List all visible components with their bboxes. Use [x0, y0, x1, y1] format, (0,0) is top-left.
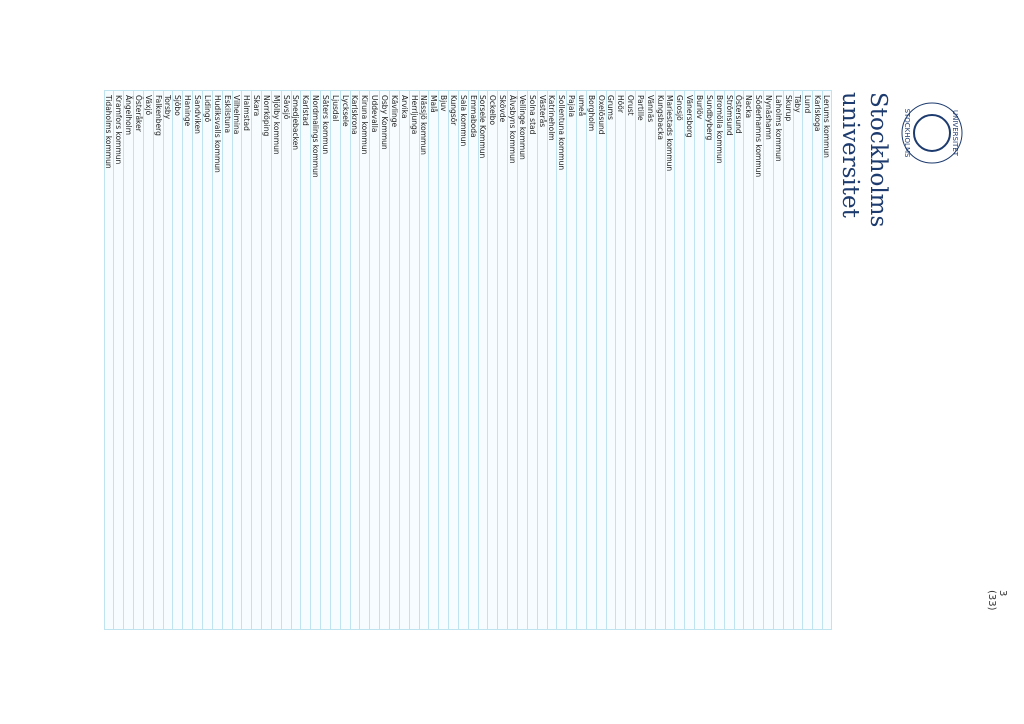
list-row: Skövde: [497, 90, 508, 630]
list-row: Burlöv: [694, 90, 705, 630]
list-row: Orust: [625, 90, 636, 630]
list-row: Nordmalings kommun: [310, 90, 321, 630]
list-row: Växjö: [142, 90, 153, 630]
list-row: Vellinge kommun: [517, 90, 527, 630]
logo-line: Stockholms: [865, 92, 891, 228]
list-row: Vilhelmina: [231, 90, 242, 630]
list-row: Halmstad: [241, 90, 252, 630]
logo-line: universitet: [837, 92, 863, 218]
list-row: Malå: [428, 90, 439, 630]
list-row: Västerås: [536, 90, 547, 630]
list-row: umeå: [576, 90, 586, 630]
list-row: Falkenberg: [152, 90, 163, 630]
list-row: Täby: [792, 90, 803, 630]
list-row: Arvika: [398, 90, 409, 630]
list-row: Sala kommun: [457, 90, 468, 630]
list-row: Sjöbo: [172, 90, 183, 630]
list-row: Kungsbacka: [654, 90, 665, 630]
list-row: Torsby: [162, 90, 173, 630]
list-row: Östersund: [733, 90, 744, 630]
list-row: Uddevalla: [369, 90, 380, 630]
seal-emblem: [913, 114, 951, 152]
list-row: Partille: [635, 90, 645, 630]
list-row: Hudiksvalls kommun: [211, 90, 222, 630]
list-row: Lund: [802, 90, 813, 630]
list-row: Sollentuna kommun: [556, 90, 567, 630]
list-row: Karlstad: [300, 90, 311, 630]
list-row: Vännäs: [644, 90, 655, 630]
list-row: Pajala: [566, 90, 577, 630]
list-row: Mjölby kommun: [270, 90, 281, 630]
seal: UNIVERSITET STOCKHOLMS: [901, 102, 963, 164]
list-row: Bjuv: [438, 90, 449, 630]
list-row: Eskilstuna: [221, 90, 232, 630]
page-number: 3 (33): [986, 590, 1008, 611]
list-row: Strömsund: [723, 90, 734, 630]
list-row: Mariestads kommun: [664, 90, 675, 630]
list-row: Herrljunga: [408, 90, 419, 630]
seal-ring: [901, 102, 963, 164]
list-row: Nacka: [743, 90, 754, 630]
list-row: Nässjö kommun: [418, 90, 429, 630]
list-row: Sandviken: [192, 90, 202, 630]
seal-text: STOCKHOLMS: [903, 109, 911, 158]
list-row: Söderhamns kommun: [753, 90, 764, 630]
list-row: Kävlinge: [389, 90, 399, 630]
list-row: Smedjebacken: [290, 90, 301, 630]
list-row: Höör: [615, 90, 626, 630]
logo-text: Stockholms universitet: [836, 92, 892, 227]
list-row: Bromölla kommun: [713, 90, 724, 630]
list-row: Älvsbyns kommun: [507, 90, 517, 630]
list-row: Grums: [605, 90, 616, 630]
list-row: Borgholm: [585, 90, 596, 630]
list-row: Lidingö: [202, 90, 212, 630]
list-row: Karlskoga: [812, 90, 823, 630]
list-row: Österåker: [133, 90, 143, 630]
seal-text: UNIVERSITET: [951, 110, 959, 157]
list-row: Emmaboda: [467, 90, 478, 630]
list-row: Skara: [251, 90, 262, 630]
list-row: Gnosjö: [674, 90, 685, 630]
list-row: Skurup: [782, 90, 793, 630]
list-row: Säters kommun: [320, 90, 330, 630]
list-row: Ängelholm: [123, 90, 134, 630]
list-row: Nynäshamn: [763, 90, 773, 630]
list-row: Kramfors kommun: [113, 90, 124, 630]
list: Lerums kommun Karlskoga Lund Täby Skurup Laho…: [103, 90, 832, 630]
list-row: Sundbyberg: [704, 90, 714, 630]
list-row: Lycksele: [339, 90, 350, 630]
list-row: Ockelbo: [487, 90, 498, 630]
list-row: Laholms kommun: [772, 90, 783, 630]
list-row: Ljusdal: [329, 90, 340, 630]
list-row: Kungsör: [448, 90, 458, 630]
list-row: Katrineholm: [546, 90, 557, 630]
list-row: Oxelösund: [595, 90, 606, 630]
list-row: Sorsele Kommun: [477, 90, 488, 630]
list-row: Kiruna kommun: [359, 90, 370, 630]
list-row: Norrköping: [261, 90, 271, 630]
list-row: Tidaholms kommun: [103, 90, 114, 630]
list-row: Karlskrona: [349, 90, 360, 630]
list-row: Osby Kommun: [379, 90, 390, 630]
list-row: Lerums kommun: [822, 90, 832, 630]
list-row: Solna stad: [526, 90, 537, 630]
list-row: Vänersborg: [684, 90, 695, 630]
list-row: Sävsjö: [280, 90, 291, 630]
list-row: Haninge: [182, 90, 193, 630]
